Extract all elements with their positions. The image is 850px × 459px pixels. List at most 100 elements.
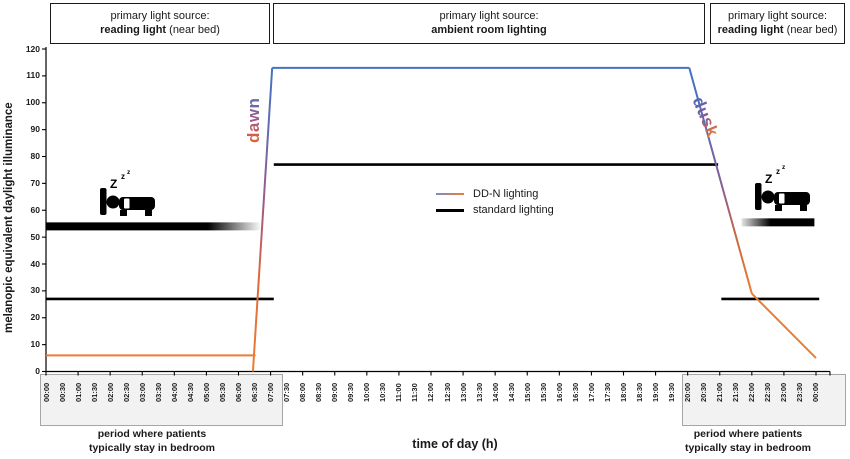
x-tick-label: 02:30	[121, 382, 131, 402]
x-tick-label: 01:00	[73, 382, 83, 402]
x-tick-label: 21:00	[715, 382, 725, 402]
x-tick-label: 00:00	[41, 382, 51, 402]
x-tick-label: 14:00	[490, 382, 500, 402]
y-tick-label: 0	[35, 366, 40, 376]
x-tick-label: 22:30	[763, 382, 773, 402]
ddn-legend-line	[436, 192, 464, 196]
bed-pillow	[779, 193, 785, 204]
x-tick-label: 07:30	[282, 382, 292, 402]
x-tick-label: 17:30	[602, 382, 612, 402]
bedroom-caption-left: period where patients typically stay in …	[52, 428, 252, 455]
sleep-z-icon: Z	[110, 177, 117, 191]
x-tick-label: 13:30	[474, 382, 484, 402]
sleeping-patient-icon-left: Z z z	[100, 169, 155, 216]
x-tick-label: 10:00	[362, 382, 372, 402]
x-tick-label: 07:00	[266, 382, 276, 402]
y-tick-label: 50	[30, 231, 40, 242]
y-axis-title: melanopic equivalent daylight illuminanc…	[3, 102, 15, 333]
x-tick-label: 04:00	[169, 382, 179, 402]
header-box-right-source-bold: reading light	[717, 23, 784, 36]
bed-leg	[145, 210, 152, 216]
header-box-right-source-suffix: (near bed)	[783, 23, 838, 36]
x-tick-label: 13:00	[458, 382, 468, 402]
y-tick-label: 10	[30, 339, 40, 350]
sleep-z-icon: z	[782, 164, 786, 171]
ddn-lighting-line	[251, 67, 274, 372]
x-tick-label: 00:00	[811, 382, 821, 402]
x-tick-label: 19:00	[651, 382, 661, 402]
x-tick-label: 16:00	[554, 382, 564, 402]
header-box-left-source: reading light (near bed)	[100, 24, 220, 38]
y-tick-label: 100	[25, 97, 40, 108]
sleeping-patient-icon-right: Z z z	[755, 164, 810, 211]
ddn-lighting-line	[688, 67, 753, 294]
y-tick-label: 90	[30, 124, 40, 135]
header-box-middle-source-bold: ambient room lighting	[431, 23, 547, 36]
ddn-legend-label: DD-N lighting	[473, 188, 539, 200]
y-tick-label: 60	[30, 204, 40, 215]
x-tick-label: 08:30	[314, 382, 324, 402]
bed-leg	[775, 205, 782, 211]
x-tick-label: 12:30	[442, 382, 452, 402]
x-tick-label: 01:30	[89, 382, 99, 402]
y-tick-label: 30	[30, 285, 40, 296]
bedroom-caption-right: period where patients typically stay in …	[648, 428, 848, 455]
x-tick-label: 20:30	[699, 382, 709, 402]
x-tick-label: 11:00	[394, 383, 404, 402]
x-tick-label: 18:00	[618, 382, 628, 402]
bedroom-caption-right-line2: typically stay in bedroom	[684, 441, 812, 454]
bed-leg	[120, 210, 127, 216]
legend-row-ddn: DD-N lighting	[436, 186, 554, 202]
x-tick-label: 05:30	[217, 382, 227, 402]
x-tick-label: 22:00	[747, 382, 757, 402]
header-box-left-source-suffix: (near bed)	[166, 23, 220, 36]
x-tick-label: 02:00	[105, 382, 115, 402]
x-tick-label: 06:00	[233, 382, 243, 402]
x-tick-label: 19:30	[667, 382, 677, 402]
x-tick-label: 23:30	[795, 382, 805, 402]
sleep-z-icon: z	[121, 172, 125, 181]
x-tick-label: 15:00	[522, 382, 532, 402]
bedroom-occupancy-bar	[741, 218, 815, 227]
legend-row-standard: standard lighting	[436, 202, 554, 218]
x-axis-title: time of day (h)	[412, 437, 498, 451]
sleep-z-icon: z	[776, 167, 780, 176]
header-box-right-title: primary light source:	[727, 9, 828, 22]
patient-head	[761, 190, 775, 204]
y-tick-label: 80	[30, 151, 40, 161]
y-tick-label: 110	[26, 70, 40, 81]
bed-pillow	[124, 198, 130, 209]
header-box-left-source-bold: reading light	[100, 23, 167, 36]
header-box-left-title: primary light source:	[110, 9, 210, 22]
bedroom-caption-left-line2: typically stay in bedroom	[88, 441, 216, 454]
header-box-middle-title: primary light source:	[439, 9, 539, 22]
x-tick-label: 15:30	[538, 382, 548, 402]
x-tick-label: 20:00	[683, 382, 693, 402]
x-tick-label: 18:30	[635, 382, 645, 402]
bed-leg	[800, 205, 807, 211]
patient-head	[106, 195, 120, 209]
y-tick-label: 120	[25, 43, 40, 54]
bedroom-caption-right-line1: period where patients	[693, 428, 803, 440]
header-box-right: primary light source: reading light (nea…	[710, 3, 845, 44]
header-box-right-source: reading light (near bed)	[718, 24, 838, 38]
x-tick-label: 03:30	[153, 382, 163, 402]
standard-legend-line	[436, 208, 464, 212]
x-tick-label: 09:30	[346, 382, 356, 402]
x-tick-label: 11:30	[410, 383, 420, 402]
x-tick-label: 00:30	[57, 382, 67, 402]
ddn-lighting-line	[751, 292, 817, 359]
bedroom-occupancy-bar	[46, 222, 262, 231]
bed-headboard	[100, 188, 107, 215]
bedroom-period-box-right	[682, 374, 846, 426]
legend: DD-N lighting standard lighting	[436, 186, 554, 218]
sleep-z-icon: Z	[765, 172, 772, 186]
y-tick-label: 40	[30, 258, 40, 269]
header-box-middle-source: ambient room lighting	[431, 24, 547, 38]
x-tick-label: 10:30	[378, 382, 388, 402]
x-tick-label: 12:00	[426, 382, 436, 402]
sleep-z-icon: z	[127, 169, 131, 176]
x-tick-label: 23:00	[779, 382, 789, 402]
